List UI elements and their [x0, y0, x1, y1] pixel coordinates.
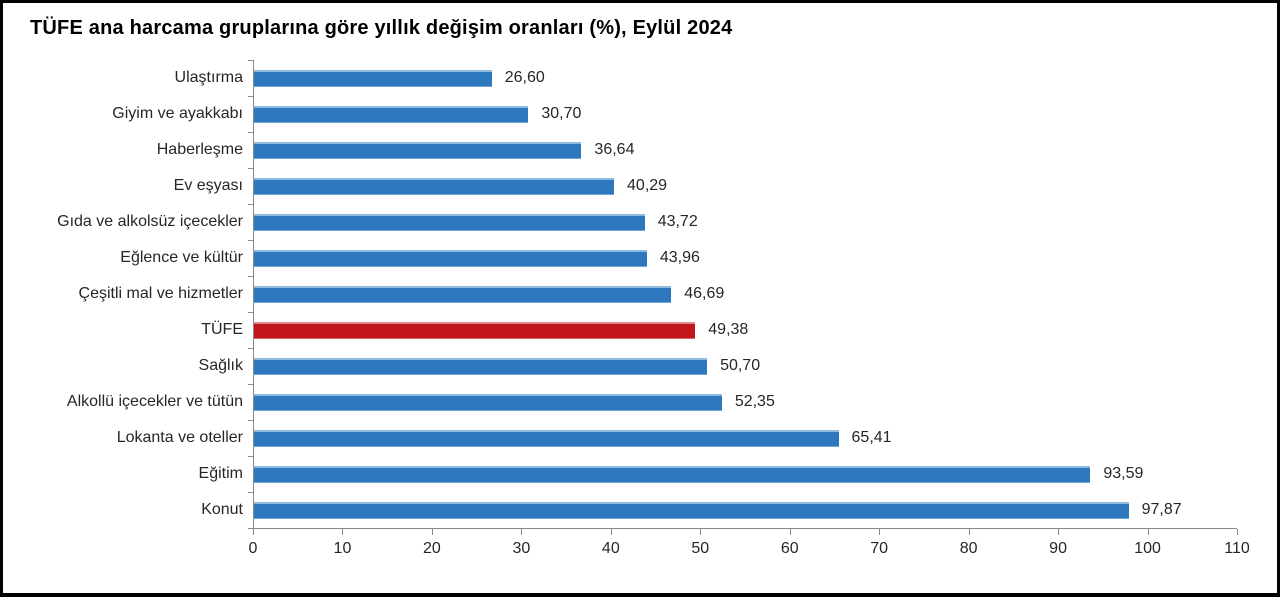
bar-track: 40,29 — [248, 168, 1237, 205]
axis-spacer — [3, 528, 253, 572]
category-label: Alkollü içecekler ve tütün — [66, 393, 243, 410]
value-label: 97,87 — [1141, 501, 1182, 518]
chart-row: Lokanta ve oteller 65,41 — [3, 420, 1237, 457]
category-label: TÜFE — [201, 321, 243, 338]
x-axis-tick — [1237, 529, 1238, 535]
value-label: 43,96 — [659, 249, 700, 266]
chart-row: Ev eşyası 40,29 — [3, 168, 1237, 205]
chart-row: Gıda ve alkolsüz içecekler 43,72 — [3, 204, 1237, 241]
chart-row: Ulaştırma 26,60 — [3, 60, 1237, 97]
category-bar — [254, 465, 1091, 483]
chart-title: TÜFE ana harcama gruplarına göre yıllık … — [30, 17, 733, 39]
chart-row: Haberleşme 36,64 — [3, 132, 1237, 169]
value-label: 65,41 — [851, 429, 892, 446]
x-axis-tick — [253, 529, 254, 535]
chart-row: Çeşitli mal ve hizmetler 46,69 — [3, 276, 1237, 313]
bar-track: 97,87 — [248, 492, 1237, 529]
category-label: Lokanta ve oteller — [116, 429, 243, 446]
category-label: Eğitim — [198, 465, 243, 482]
bar-chart: Ulaştırma 26,60 Giyim ve ayakkabı 30,70 Habe… — [3, 60, 1250, 572]
category-bar — [254, 501, 1129, 519]
x-axis-tick — [1147, 529, 1149, 535]
category-label: Gıda ve alkolsüz içecekler — [57, 213, 243, 230]
value-label: 43,72 — [657, 213, 698, 230]
x-axis-tick-label: 40 — [601, 540, 620, 557]
category-label: Haberleşme — [156, 141, 243, 158]
x-axis-tick-label: 110 — [1224, 540, 1250, 557]
plot-rows: Ulaştırma 26,60 Giyim ve ayakkabı 30,70 Habe… — [3, 60, 1237, 529]
category-bar — [254, 285, 672, 303]
bar-track: 30,70 — [248, 96, 1237, 133]
chart-row: Konut 97,87 — [3, 492, 1237, 529]
chart-row: Sağlık 50,70 — [3, 348, 1237, 385]
value-label: 40,29 — [627, 177, 668, 194]
value-label: 52,35 — [734, 393, 775, 410]
x-axis-tick-label: 60 — [780, 540, 799, 557]
x-axis-tick-label: 90 — [1049, 540, 1067, 557]
category-label: Giyim ve ayakkabı — [112, 105, 243, 122]
chart-row: Eğlence ve kültür 43,96 — [3, 240, 1237, 277]
value-label: 46,69 — [684, 285, 725, 302]
chart-row: Giyim ve ayakkabı 30,70 — [3, 96, 1237, 133]
category-bar — [254, 393, 722, 411]
x-axis-tick-label: 20 — [423, 540, 441, 557]
x-axis-tick-label: 50 — [691, 540, 710, 557]
bar-track: 26,60 — [248, 60, 1237, 97]
x-axis-tick-label: 80 — [959, 540, 978, 557]
category-bar — [254, 213, 645, 231]
x-axis-row: 0 10 20 30 40 50 60 70 80 90 100 110 — [3, 528, 1250, 572]
category-bar — [254, 357, 708, 375]
x-axis-tick — [879, 529, 881, 535]
bar-track: 49,38 — [248, 312, 1237, 349]
category-bar — [254, 249, 647, 267]
value-label: 26,60 — [504, 69, 545, 86]
value-label: 50,70 — [720, 357, 761, 374]
x-axis-tick-label: 0 — [248, 540, 258, 557]
category-label: Ulaştırma — [174, 69, 243, 86]
category-bar — [254, 69, 492, 87]
category-bar — [254, 105, 529, 123]
category-label: Konut — [201, 501, 243, 518]
category-bar — [254, 429, 839, 447]
x-axis-tick-label: 10 — [333, 540, 352, 557]
bar-track: 65,41 — [248, 420, 1237, 457]
bar-track: 43,96 — [248, 240, 1237, 277]
x-axis-tick — [700, 529, 702, 535]
chart-row: Alkollü içecekler ve tütün 52,35 — [3, 384, 1237, 421]
value-label: 36,64 — [594, 141, 635, 158]
bar-track: 50,70 — [248, 348, 1237, 385]
category-bar — [254, 141, 582, 159]
chart-row: Eğitim 93,59 — [3, 456, 1237, 493]
chart-row: TÜFE 49,38 — [3, 312, 1237, 349]
x-axis-tick — [610, 529, 612, 535]
bar-track: 46,69 — [248, 276, 1237, 313]
value-label: 93,59 — [1103, 465, 1144, 482]
category-bar — [254, 177, 615, 195]
bar-track: 52,35 — [248, 384, 1237, 421]
x-axis: 0 10 20 30 40 50 60 70 80 90 100 110 — [249, 528, 1250, 572]
x-axis-tick — [968, 529, 970, 535]
x-axis-tick — [521, 529, 523, 535]
value-label: 49,38 — [708, 321, 749, 338]
x-axis-tick — [789, 529, 791, 535]
category-label: Eğlence ve kültür — [120, 249, 243, 266]
tufe-highlight-bar — [254, 321, 696, 339]
bar-track: 36,64 — [248, 132, 1237, 169]
x-axis-tick — [431, 529, 433, 535]
x-axis-tick-label: 100 — [1134, 540, 1161, 557]
category-label: Ev eşyası — [173, 177, 243, 194]
x-axis-tick-label: 30 — [512, 540, 531, 557]
bar-track: 93,59 — [248, 456, 1237, 493]
value-label: 30,70 — [541, 105, 582, 122]
bar-track: 43,72 — [248, 204, 1237, 241]
x-axis-tick-label: 70 — [870, 540, 889, 557]
category-label: Çeşitli mal ve hizmetler — [78, 285, 243, 302]
x-axis-tick — [1058, 529, 1060, 535]
x-axis-tick — [342, 529, 344, 535]
category-label: Sağlık — [198, 357, 243, 374]
